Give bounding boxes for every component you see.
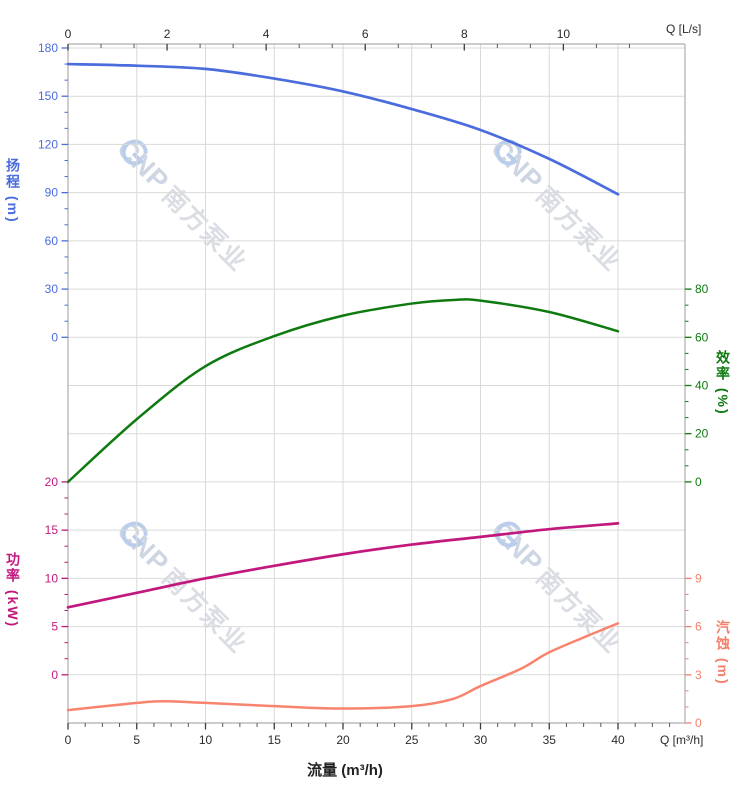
eff-tick-label: 80 <box>695 282 709 296</box>
head-tick-label: 150 <box>38 89 58 103</box>
bottom-axis-unit-label: Q [m³/h] <box>660 733 704 747</box>
power-tick-label: 5 <box>51 620 58 634</box>
curve-power <box>66 522 620 609</box>
top-axis-tick-label: 0 <box>65 27 72 41</box>
top-axis-tick-label: 6 <box>362 27 369 41</box>
eff-tick-label: 20 <box>695 427 709 441</box>
head-tick-label: 60 <box>45 234 59 248</box>
head-tick-label: 30 <box>45 282 59 296</box>
bottom-axis-tick-label: 30 <box>474 733 488 747</box>
head-tick-label: 120 <box>38 137 58 151</box>
efficiency-axis-title: 效率 (%) <box>715 350 731 416</box>
bottom-axis-tick-label: 20 <box>336 733 350 747</box>
top-axis-tick-label: 2 <box>164 27 171 41</box>
top-axis-unit-label: Q [L/s] <box>666 22 702 36</box>
eff-tick-label: 0 <box>695 475 702 489</box>
npsh-tick-label: 9 <box>695 571 702 585</box>
top-axis-tick-label: 10 <box>557 27 571 41</box>
top-axis-tick-label: 8 <box>461 27 468 41</box>
head-tick-label: 180 <box>38 41 58 55</box>
x-axis-label: 流量 (m³/h) <box>307 762 383 779</box>
power-tick-label: 10 <box>45 571 59 585</box>
bottom-axis-tick-label: 25 <box>405 733 419 747</box>
power-tick-label: 0 <box>51 668 58 682</box>
eff-tick-label: 60 <box>695 330 709 344</box>
bottom-axis-tick-label: 5 <box>133 733 140 747</box>
curve-eff <box>66 298 620 484</box>
bottom-axis-tick-label: 40 <box>611 733 625 747</box>
power-tick-label: 15 <box>45 523 59 537</box>
power-axis-title: 功率 (kW) <box>5 552 21 629</box>
bottom-axis-tick-label: 35 <box>543 733 557 747</box>
npsh-axis-title: 汽蚀 (m) <box>715 620 731 686</box>
npsh-tick-label: 6 <box>695 620 702 634</box>
eff-tick-label: 40 <box>695 379 709 393</box>
npsh-tick-label: 3 <box>695 668 702 682</box>
top-axis-tick-label: 4 <box>263 27 270 41</box>
power-tick-label: 20 <box>45 475 59 489</box>
bottom-axis-tick-label: 0 <box>65 733 72 747</box>
head-tick-label: 0 <box>51 330 58 344</box>
head-tick-label: 90 <box>45 186 59 200</box>
bottom-axis-tick-label: 10 <box>199 733 213 747</box>
head-axis-title: 扬程 (m) <box>5 158 21 224</box>
curve-head <box>66 62 620 196</box>
bottom-axis-tick-label: 15 <box>268 733 282 747</box>
npsh-tick-label: 0 <box>695 716 702 730</box>
curve-npsh <box>66 622 620 712</box>
